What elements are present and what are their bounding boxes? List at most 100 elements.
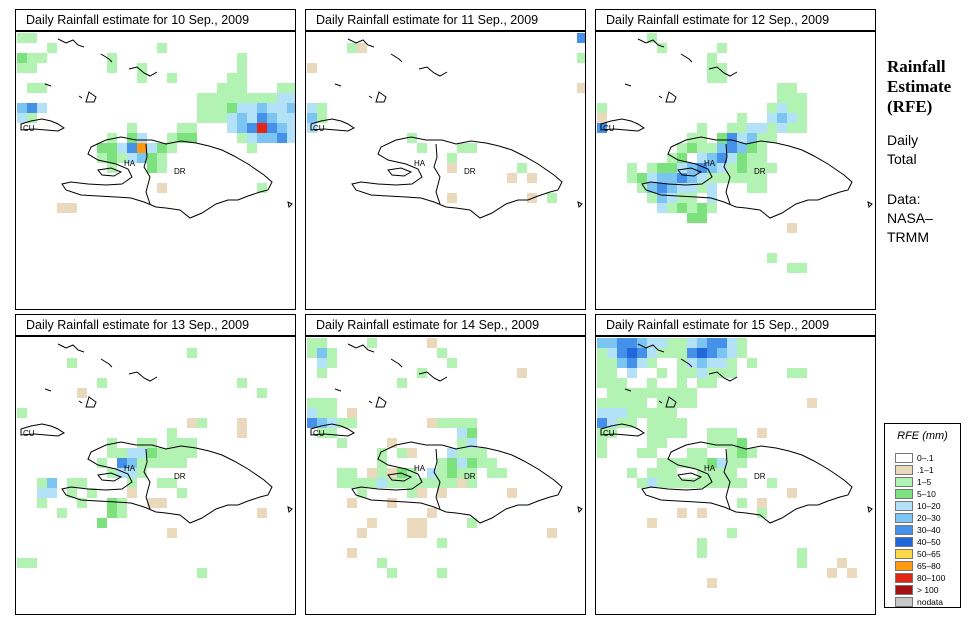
rainfall-cell — [727, 458, 737, 468]
rainfall-cell — [767, 113, 777, 123]
rainfall-cell — [347, 418, 357, 428]
rainfall-cell — [777, 113, 787, 123]
rainfall-cell — [77, 478, 87, 488]
legend-swatch — [895, 513, 913, 523]
rainfall-cell — [807, 398, 817, 408]
rainfall-cell — [17, 63, 27, 73]
rainfall-cell — [727, 528, 737, 538]
rainfall-cell — [57, 203, 67, 213]
rainfall-cell — [787, 263, 797, 273]
legend-label: 50–65 — [917, 549, 941, 559]
rainfall-cell — [427, 338, 437, 348]
rainfall-cell — [237, 93, 247, 103]
rainfall-cell — [687, 193, 697, 203]
rainfall-cell — [27, 83, 37, 93]
rainfall-cell — [457, 428, 467, 438]
rainfall-cell — [157, 458, 167, 468]
rainfall-cell — [17, 113, 27, 123]
legend-label: 1–5 — [917, 477, 931, 487]
rainfall-cell — [757, 143, 767, 153]
rainfall-cell — [737, 173, 747, 183]
rainfall-cell — [227, 93, 237, 103]
rainfall-cell — [17, 33, 27, 43]
rainfall-cell — [367, 338, 377, 348]
rainfall-map-3: CUHADR — [595, 31, 876, 310]
rainfall-cell — [677, 368, 687, 378]
coastline — [578, 202, 582, 207]
coastline — [666, 92, 676, 102]
rainfall-cell — [417, 518, 427, 528]
region-label-dr: DR — [464, 167, 476, 176]
rainfall-cell — [267, 113, 277, 123]
map-svg: CUHADR — [596, 337, 875, 614]
rainfall-cell — [337, 468, 347, 478]
rainfall-cell — [627, 398, 637, 408]
rainfall-cell — [517, 163, 527, 173]
rainfall-cell — [327, 428, 337, 438]
rainfall-cell — [687, 203, 697, 213]
coastline — [419, 67, 447, 76]
rainfall-cell — [197, 568, 207, 578]
rainfall-cell — [257, 133, 267, 143]
rainfall-cell — [437, 458, 447, 468]
rainfall-cell — [787, 488, 797, 498]
coastline — [288, 202, 292, 207]
rainfall-cell — [237, 378, 247, 388]
sidebar-total: Total — [887, 150, 918, 169]
rainfall-cell — [727, 153, 737, 163]
coastline — [391, 54, 402, 62]
rainfall-cell — [37, 103, 47, 113]
rainfall-cell — [747, 153, 757, 163]
rainfall-cell — [727, 428, 737, 438]
rainfall-cell — [387, 468, 397, 478]
coastline — [335, 84, 341, 86]
rainfall-cell — [627, 358, 637, 368]
rainfall-cell — [727, 358, 737, 368]
rainfall-cell — [797, 123, 807, 133]
rainfall-cell — [27, 103, 37, 113]
rainfall-cell — [487, 468, 497, 478]
rainfall-cell — [257, 388, 267, 398]
rainfall-cell — [347, 478, 357, 488]
rainfall-cell — [697, 358, 707, 368]
rainfall-cell — [717, 358, 727, 368]
rainfall-cell — [137, 448, 147, 458]
rainfall-cell — [107, 448, 117, 458]
rainfall-cell — [237, 63, 247, 73]
region-label-dr: DR — [174, 167, 186, 176]
rainfall-cell — [717, 133, 727, 143]
rainfall-cell — [677, 348, 687, 358]
rainfall-cell — [747, 133, 757, 143]
rainfall-cell — [727, 468, 737, 478]
rainfall-cell — [457, 143, 467, 153]
rainfall-cell — [677, 203, 687, 213]
rainfall-cell — [317, 103, 327, 113]
rainfall-cell — [477, 458, 487, 468]
rainfall-cell — [707, 143, 717, 153]
rainfall-cell — [737, 113, 747, 123]
rainfall-cell — [787, 83, 797, 93]
rainfall-cell — [597, 398, 607, 408]
rainfall-cell — [257, 103, 267, 113]
legend-swatch — [895, 549, 913, 559]
rainfall-map-2: CUHADR — [305, 31, 586, 310]
rainfall-cell — [137, 143, 147, 153]
region-label-cu: CU — [603, 124, 615, 133]
rainfall-cell — [827, 568, 837, 578]
rainfall-cell — [687, 348, 697, 358]
rainfall-cell — [17, 408, 27, 418]
rainfall-cell — [237, 418, 247, 428]
sidebar-title: Rainfall Estimate (RFE) — [887, 57, 951, 117]
rainfall-cell — [607, 358, 617, 368]
rainfall-cell — [257, 123, 267, 133]
rainfall-cell — [407, 528, 417, 538]
sidebar-source-trmm: TRMM — [887, 228, 933, 247]
coastline — [388, 168, 411, 176]
rainfall-cell — [687, 478, 697, 488]
legend-entry: 50–65 — [895, 548, 941, 560]
rainfall-cell — [707, 358, 717, 368]
rainfall-cell — [427, 478, 437, 488]
rainfall-cell — [417, 528, 427, 538]
rainfall-cell — [707, 378, 717, 388]
legend-entry: 65–80 — [895, 560, 941, 572]
